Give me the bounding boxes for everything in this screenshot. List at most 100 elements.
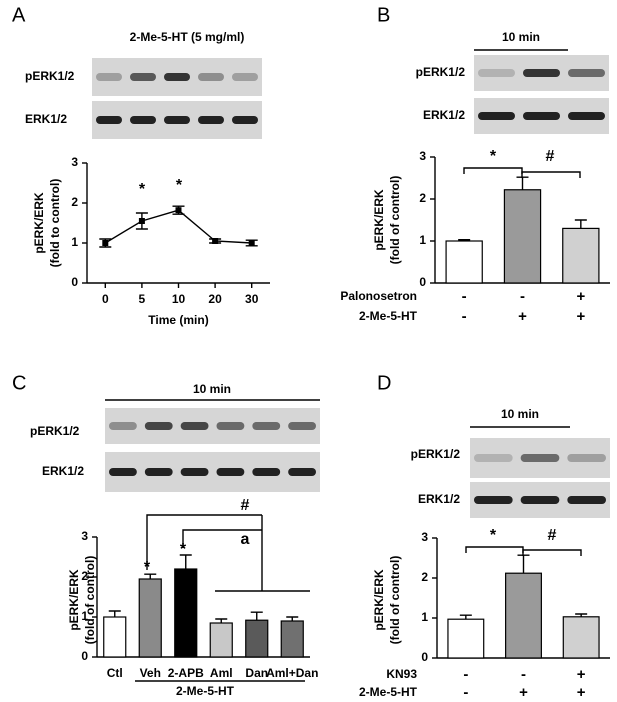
blot-band (520, 454, 560, 462)
y-axis-label: pERK/ERK (32, 192, 46, 254)
treatment-sign: + (576, 308, 585, 325)
y-tick-label: 0 (419, 275, 426, 289)
y-tick-label: 2 (81, 569, 88, 583)
blot-band (478, 112, 515, 120)
blot-label: pERK1/2 (411, 447, 461, 461)
treatment-sign: + (519, 684, 528, 701)
x-tick-label: 5 (139, 292, 146, 306)
blot-band (198, 73, 224, 81)
x-tick-label: 20 (208, 292, 222, 306)
blot-band (568, 112, 605, 120)
blot-band (474, 496, 513, 504)
blot-image (105, 408, 320, 444)
treatment-name: KN93 (386, 667, 417, 681)
annotation: a (241, 531, 250, 548)
treatment-sign: + (576, 288, 585, 305)
bar (445, 240, 483, 284)
y-tick-label: 1 (419, 233, 426, 247)
x-tick-label: Aml+Dan (266, 666, 318, 680)
blot-band (109, 468, 137, 476)
blot-label: pERK1/2 (30, 424, 80, 438)
blot-band (252, 468, 281, 476)
data-line (104, 209, 252, 244)
error-bar (108, 610, 121, 617)
x-tick-label: Dan (245, 666, 268, 680)
error-bar (516, 176, 529, 190)
y-axis-label: pERK/ERK (372, 189, 386, 251)
blot-band (96, 73, 122, 81)
bar (174, 568, 198, 658)
treatment-sign: - (463, 684, 468, 701)
blot-band (216, 468, 245, 476)
y-axis-label: (fold of control) (388, 176, 402, 265)
significance-bracket (182, 529, 262, 548)
marker (248, 240, 255, 246)
significance-bracket (465, 546, 524, 553)
annotation: # (548, 527, 557, 544)
blot-band (164, 116, 190, 124)
y-tick-label: 3 (421, 530, 428, 544)
y-tick-label: 2 (419, 191, 426, 205)
bar (103, 616, 127, 658)
blot-band (523, 69, 560, 77)
y-axis-label: (fold of control) (83, 556, 97, 645)
blot-band (568, 69, 605, 77)
y-axis-label: pERK/ERK (372, 569, 386, 631)
y-tick-label: 1 (81, 609, 88, 623)
blot-band (109, 422, 137, 430)
blot-band (523, 112, 560, 120)
blot-band (567, 496, 606, 504)
blot-band (164, 73, 190, 81)
error-bar (250, 611, 263, 621)
treatment-sign: + (577, 684, 586, 701)
bar (505, 572, 542, 659)
blot-band (216, 422, 245, 430)
blot-band (180, 422, 209, 430)
y-tick-label: 0 (81, 649, 88, 663)
y-tick-label: 0 (71, 275, 78, 289)
blot-band (198, 116, 224, 124)
blot-band (252, 422, 281, 430)
treatment-sign: - (462, 308, 467, 325)
bar (447, 618, 485, 659)
treatment-sign: + (518, 308, 527, 325)
x-tick-label: 30 (245, 292, 259, 306)
blot-image (105, 452, 320, 492)
panel-label: D (377, 372, 391, 394)
blot-title: 10 min (502, 30, 540, 44)
marker (175, 207, 182, 214)
bar (503, 189, 542, 284)
panel-label: A (12, 4, 26, 26)
treatment-sign: - (520, 288, 525, 305)
blot-label: ERK1/2 (423, 108, 465, 122)
marker (212, 238, 219, 244)
y-axis-label: pERK/ERK (67, 569, 81, 631)
group-label: 2-Me-5-HT (176, 684, 235, 698)
treatment-sign: + (577, 666, 586, 683)
blot-band (474, 454, 513, 462)
x-tick-label: 0 (102, 292, 109, 306)
blot-label: pERK1/2 (25, 69, 75, 83)
error-bar (179, 554, 192, 569)
error-bar (286, 616, 299, 621)
blot-band (232, 73, 258, 81)
x-axis-label: Time (min) (148, 313, 208, 327)
blot-band (567, 454, 606, 462)
y-tick-label: 1 (421, 610, 428, 624)
x-tick-label: 2-APB (168, 666, 204, 680)
treatment-name: 2-Me-5-HT (359, 309, 418, 323)
annotation: * (139, 181, 146, 198)
blot-label: ERK1/2 (25, 112, 67, 126)
blot-band (96, 116, 122, 124)
annotation: # (241, 497, 250, 514)
bar (280, 620, 304, 658)
blot-title: 2-Me-5-HT (5 mg/ml) (130, 30, 245, 44)
annotation: # (546, 148, 555, 165)
blot-band (478, 69, 515, 77)
blot-label: ERK1/2 (418, 492, 460, 506)
blot-band (130, 73, 156, 81)
y-tick-label: 1 (71, 235, 78, 249)
annotation: * (490, 527, 497, 544)
y-tick-label: 3 (419, 149, 426, 163)
